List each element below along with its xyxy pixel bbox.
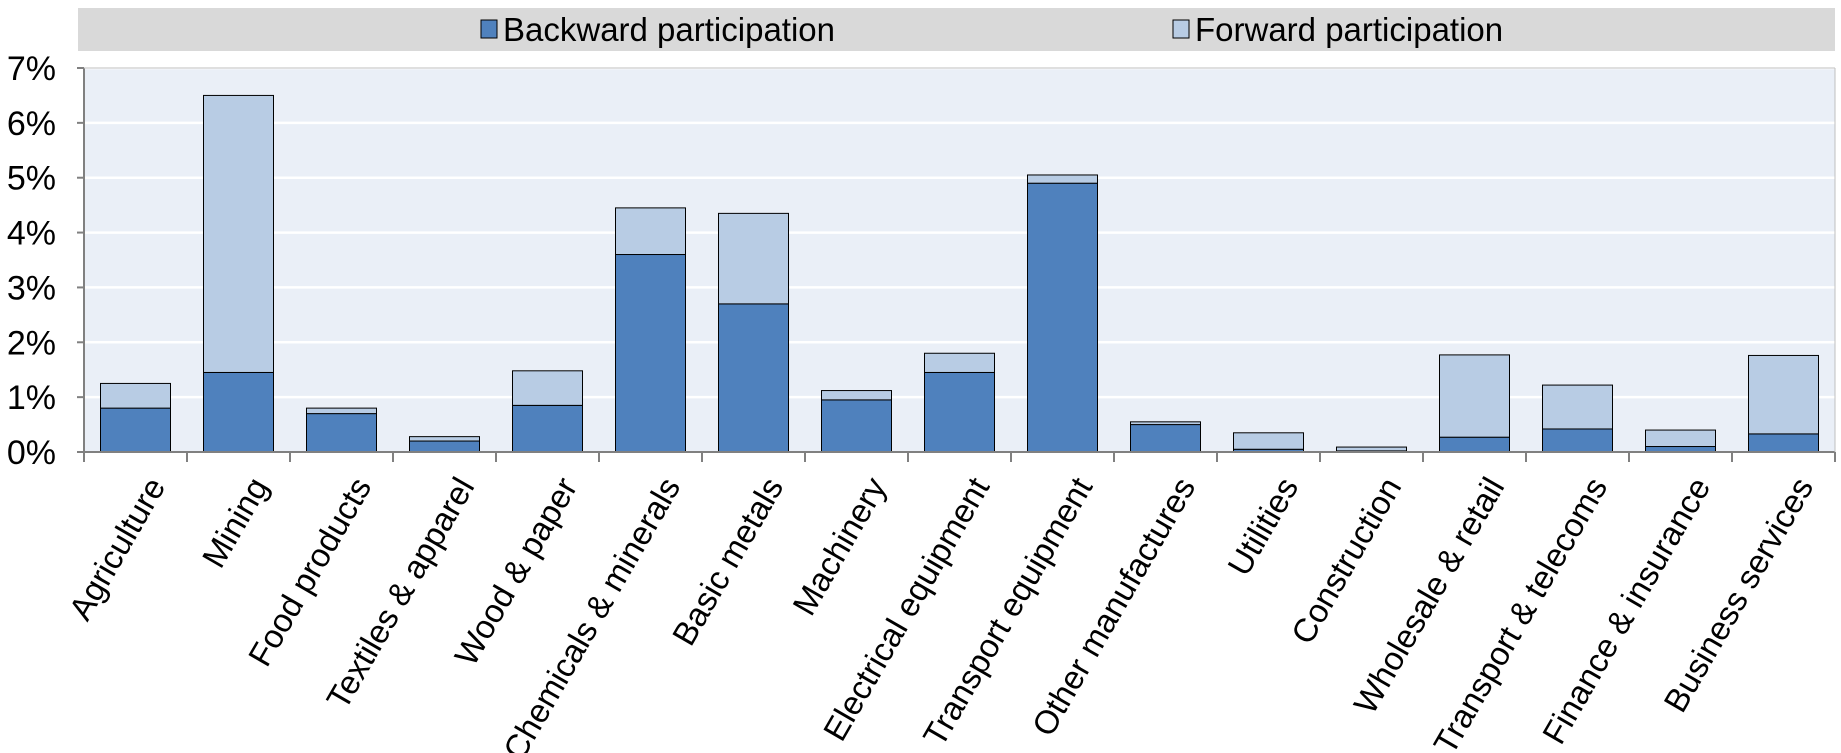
bar-backward-9 — [924, 371, 995, 453]
bar-backward-10 — [1027, 182, 1098, 453]
y-tick-label: 6% — [7, 105, 56, 143]
bar-backward-15 — [1542, 428, 1613, 453]
bars — [100, 94, 1819, 453]
legend-label-forward: Forward participation — [1195, 11, 1503, 48]
bar-forward-11 — [1130, 421, 1201, 426]
bar-forward-13 — [1336, 446, 1407, 452]
y-tick-label: 0% — [7, 434, 56, 472]
bar-backward-2 — [203, 371, 274, 453]
x-category-label: Utilities — [1220, 471, 1305, 582]
y-tick-label: 3% — [7, 269, 56, 307]
bar-backward-3 — [306, 413, 377, 453]
bar-backward-8 — [821, 399, 892, 453]
bar-forward-14 — [1439, 354, 1510, 438]
x-category-label: Mining — [195, 471, 276, 574]
bar-backward-6 — [615, 254, 686, 453]
x-category-label: Machinery — [785, 471, 893, 622]
y-tick-label: 4% — [7, 215, 56, 253]
bar-forward-12 — [1233, 432, 1304, 450]
x-category-label: Chemicals & minerals — [496, 471, 688, 753]
bar-backward-7 — [718, 303, 789, 453]
bar-forward-15 — [1542, 384, 1613, 430]
y-tick-label: 5% — [7, 160, 56, 198]
bar-backward-5 — [512, 404, 583, 453]
bar-backward-17 — [1748, 433, 1819, 453]
bar-forward-4 — [409, 436, 480, 442]
bar-forward-1 — [100, 382, 171, 409]
legend-background — [78, 8, 1835, 51]
legend-label-backward: Backward participation — [503, 11, 835, 48]
bar-forward-3 — [306, 407, 377, 415]
y-tick-label: 2% — [7, 324, 56, 362]
bar-forward-9 — [924, 352, 995, 373]
x-category-label: Basic metals — [665, 471, 791, 652]
x-category-label: Agriculture — [61, 471, 172, 626]
legend: Backward participation Forward participat… — [480, 11, 1503, 48]
bar-forward-8 — [821, 390, 892, 401]
legend-swatch-backward — [480, 19, 498, 39]
bar-backward-11 — [1130, 424, 1201, 453]
bar-backward-4 — [409, 440, 480, 453]
y-axis-tick-labels: 0% 1% 2% 3% 4% 5% 6% 7% — [7, 50, 56, 472]
x-category-label: Construction — [1284, 471, 1409, 650]
y-tick-label: 1% — [7, 379, 56, 417]
y-tick-label: 7% — [7, 50, 56, 88]
bar-forward-2 — [203, 94, 274, 373]
bar-forward-6 — [615, 207, 686, 256]
bar-forward-17 — [1748, 354, 1819, 435]
bar-backward-1 — [100, 407, 171, 453]
bar-forward-7 — [718, 212, 789, 305]
bar-forward-16 — [1645, 429, 1716, 448]
bar-forward-10 — [1027, 174, 1098, 184]
legend-swatch-forward — [1172, 19, 1190, 39]
bar-backward-14 — [1439, 436, 1510, 453]
bar-forward-5 — [512, 370, 583, 406]
axes — [77, 67, 1836, 462]
